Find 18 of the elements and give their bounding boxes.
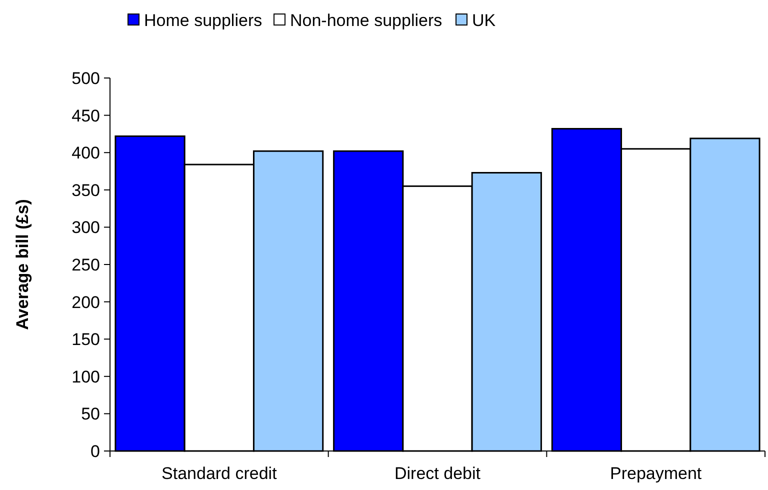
y-tick-label: 400	[72, 144, 100, 163]
y-tick-label: 0	[90, 442, 100, 461]
y-tick-label: 50	[81, 404, 100, 424]
y-tick-label: 300	[72, 218, 100, 238]
legend-label: UK	[472, 10, 496, 30]
y-tick-label: 500	[72, 68, 100, 88]
y-tick-label: 250	[72, 255, 100, 274]
x-tick-label: Direct debit	[394, 464, 481, 483]
y-tick-label: 150	[72, 330, 100, 350]
x-tick-label: Prepayment	[610, 464, 702, 483]
x-tick-label: Standard credit	[162, 464, 278, 483]
y-tick-label: 100	[72, 367, 100, 386]
legend-label: Home suppliers	[144, 10, 262, 30]
y-tick-label: 450	[72, 106, 100, 126]
y-tick-label: 200	[72, 292, 100, 312]
legend-label: Non-home suppliers	[290, 10, 442, 30]
y-axis-title: Average bill (£s)	[12, 199, 32, 330]
y-tick-label: 350	[72, 180, 100, 200]
